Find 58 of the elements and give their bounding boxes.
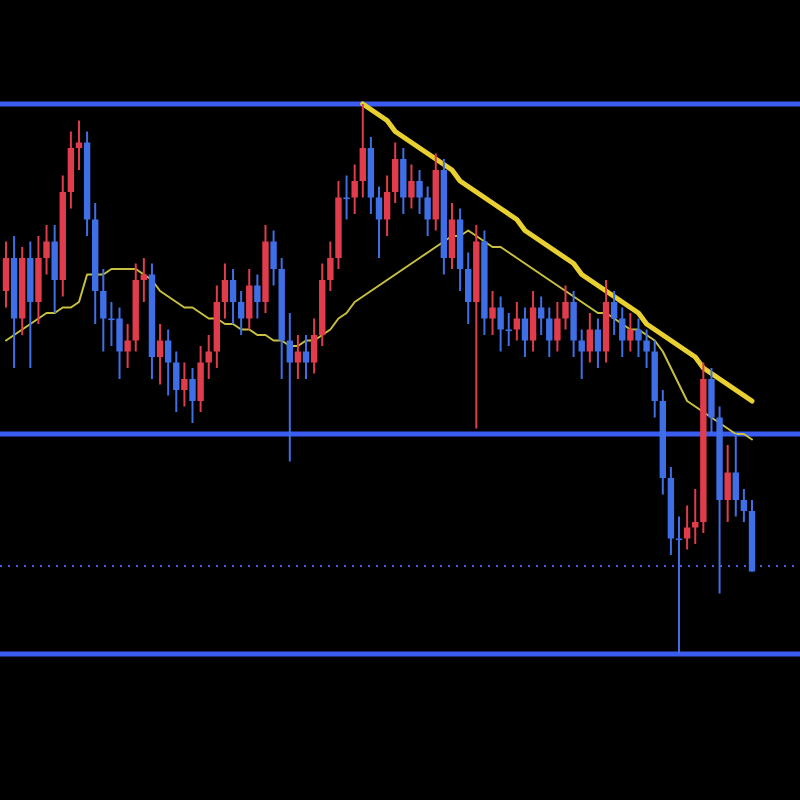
candlestick [254, 273, 261, 320]
candlestick [286, 312, 293, 463]
candlestick [351, 163, 358, 215]
candlestick [465, 251, 472, 325]
candlestick [35, 235, 42, 325]
candlestick [359, 103, 366, 199]
candlestick [692, 488, 699, 545]
candlestick [408, 163, 415, 210]
candlestick [100, 268, 107, 353]
candlestick [310, 317, 318, 375]
candlestick [546, 306, 553, 358]
candlestick [448, 202, 456, 270]
candlestick [400, 147, 407, 215]
candlestick [229, 268, 237, 325]
candlestick [302, 334, 310, 380]
candlestick [189, 367, 196, 424]
candlestick [205, 334, 212, 380]
candlestick [116, 306, 123, 380]
candlestick [635, 317, 642, 358]
candlestick [627, 312, 634, 353]
candlestick [521, 306, 529, 358]
candlestick [173, 350, 180, 413]
candlestick [570, 290, 577, 358]
candlestick [578, 328, 585, 380]
candlestick [537, 295, 545, 336]
candlestick [221, 262, 229, 320]
candlestick [156, 323, 164, 386]
candlestick [383, 174, 391, 237]
candlestick [392, 141, 399, 204]
candlestick [246, 268, 253, 331]
candlestick [51, 224, 58, 314]
candlestick [740, 488, 748, 523]
candlestick [67, 130, 75, 210]
candlestick [124, 323, 131, 369]
candlestick [513, 301, 521, 342]
candlestick [2, 240, 10, 309]
candlestick [375, 185, 383, 259]
candlestick [732, 433, 739, 518]
candlestick [529, 290, 537, 353]
candlestick [27, 240, 34, 369]
candlestick [586, 312, 594, 364]
candlestick [724, 444, 731, 523]
candlestick [554, 301, 561, 353]
candlestick [610, 290, 618, 336]
candlestick [416, 169, 423, 215]
candlestick [294, 334, 302, 380]
candlestick [683, 504, 691, 551]
candlestick [708, 367, 715, 435]
candlestick [164, 328, 172, 397]
candlestick [43, 224, 50, 276]
candlestick [197, 345, 204, 413]
candlestick [237, 290, 245, 336]
candlestick [181, 361, 188, 408]
candlestick [594, 317, 602, 369]
candlestick [489, 290, 496, 336]
candlestick [562, 284, 569, 331]
candlestick [497, 295, 504, 353]
candlestick [619, 306, 626, 358]
